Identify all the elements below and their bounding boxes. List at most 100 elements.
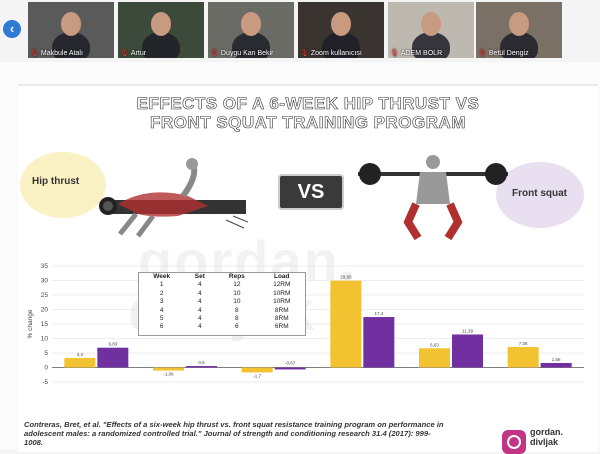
chart-bar <box>540 362 572 368</box>
muted-mic-icon: 🎙 <box>300 50 309 57</box>
participant-video <box>232 32 270 58</box>
chart-bar <box>507 347 539 368</box>
participant-tile[interactable]: 🎙 Zoom kullanıcısı <box>298 2 384 58</box>
y-tick-label: 20 <box>41 307 49 314</box>
instagram-handle: gordan. divljak <box>530 427 563 447</box>
chart-bar <box>64 357 96 368</box>
muted-mic-icon: 🎙 <box>120 50 129 57</box>
table-cell: 10RM <box>273 289 291 297</box>
table-cell: 4 <box>198 315 202 323</box>
table-cell: 4 <box>198 323 202 331</box>
table-cell: 1 <box>159 281 164 289</box>
table-header: Week <box>153 273 171 280</box>
participant-face <box>241 12 261 36</box>
y-tick-label: 25 <box>41 292 49 299</box>
participant-name: 🎙 Zoom kullanıcısı <box>300 50 362 57</box>
y-tick-label: -5 <box>42 379 48 386</box>
participant-video <box>412 32 450 58</box>
data-label: -1,7 <box>253 373 261 378</box>
table-row: 1 4 12 12RM <box>139 281 305 289</box>
citation: Contreras, Bret, et al. "Effects of a si… <box>24 420 444 447</box>
participant-video <box>142 32 180 58</box>
data-label: -0,67 <box>285 361 296 366</box>
participant-tile[interactable]: 🎙 Artur <box>118 2 204 58</box>
participant-video <box>52 32 90 58</box>
table-row: 2 4 10 10RM <box>139 290 305 298</box>
table-cell: 6RM <box>274 323 289 331</box>
chart-bar <box>330 280 362 368</box>
table-cell: 10RM <box>273 298 291 306</box>
table-cell: 5 <box>159 315 164 323</box>
participant-video <box>500 32 538 58</box>
chart-bar <box>97 347 129 368</box>
data-label: 29,95 <box>340 275 352 280</box>
muted-mic-icon: 🎙 <box>478 50 487 57</box>
table-cell: 12 <box>233 281 241 289</box>
data-label: 1,56 <box>552 357 561 362</box>
muted-mic-icon: 🎙 <box>390 50 399 57</box>
y-tick-label: 0 <box>44 365 48 372</box>
data-label: 17,4 <box>374 311 383 316</box>
hip-thrust-label: Hip thrust <box>32 176 80 187</box>
data-label: 7,06 <box>519 341 528 346</box>
participant-face <box>61 12 81 36</box>
table-row: 4 4 8 8RM <box>139 307 305 315</box>
participant-tile[interactable]: 🎙 Makbule Atalı <box>28 2 114 58</box>
chart-bar <box>274 367 306 370</box>
participant-face <box>151 12 171 36</box>
data-label: -1,06 <box>163 372 174 377</box>
hip-thrust-illustration <box>99 158 248 238</box>
table-row: 3 4 10 10RM <box>139 298 305 306</box>
data-label: 3,3 <box>77 352 84 357</box>
table-cell: 6 <box>235 323 239 331</box>
chart-bar <box>241 367 273 373</box>
chart-bar <box>363 317 395 368</box>
shared-screen: EFFECTS OF A 6-WEEK HIP THRUST VS FRONT … <box>0 62 600 454</box>
table-row: 6 4 6 6RM <box>139 323 305 331</box>
previous-page-icon[interactable]: ‹ <box>3 20 21 38</box>
table-cell: 8RM <box>274 315 289 323</box>
participant-face <box>421 12 441 36</box>
y-tick-label: 15 <box>41 321 49 328</box>
data-label: 6,63 <box>430 342 439 347</box>
table-cell: 6 <box>159 323 164 331</box>
y-tick-label: 5 <box>44 350 48 357</box>
muted-mic-icon: 🎙 <box>210 50 219 57</box>
table-cell: 10 <box>233 298 241 306</box>
vs-badge: VS <box>278 174 344 210</box>
table-header: Set <box>194 273 205 280</box>
participant-tile[interactable]: 🎙 Betül Dengiz <box>476 2 562 58</box>
chart-bar <box>419 348 450 368</box>
y-tick-label: 10 <box>41 336 49 343</box>
participant-video <box>322 32 360 58</box>
chart-bar <box>452 334 483 368</box>
participant-face <box>509 12 529 36</box>
front-squat-label: Front squat <box>512 188 567 199</box>
table-cell: 4 <box>159 306 164 314</box>
y-axis-label: % change <box>27 309 34 338</box>
participant-name: 🎙 Makbule Atalı <box>30 50 83 57</box>
table-cell: 4 <box>198 298 202 306</box>
data-label: 6,83 <box>108 342 117 347</box>
y-tick-label: 30 <box>41 278 49 285</box>
table-header: Load <box>273 273 290 280</box>
table-cell: 4 <box>198 289 202 297</box>
muted-mic-icon: 🎙 <box>30 50 39 57</box>
hip-thrust-bubble: Hip thrust <box>20 152 106 218</box>
table-cell: 2 <box>159 289 164 297</box>
table-cell: 4 <box>198 281 202 289</box>
program-table: Week Set Reps Load 1 4 12 12RM 2 4 10 10RM 3 4 10 10RM… <box>138 272 306 336</box>
participant-tile[interactable]: 🎙 Duygu Kan Bekir <box>208 2 294 58</box>
participant-name: 🎙 Betül Dengiz <box>478 50 529 57</box>
front-squat-bubble: Front squat <box>496 162 584 228</box>
table-cell: 8 <box>235 315 239 323</box>
participant-name: 🎙 ADEM BOLR <box>390 50 443 57</box>
participant-tile[interactable]: 🎙 ADEM BOLR <box>388 2 474 58</box>
table-cell: 8 <box>235 306 239 314</box>
slide: EFFECTS OF A 6-WEEK HIP THRUST VS FRONT … <box>18 84 598 454</box>
table-cell: 10 <box>233 289 241 297</box>
chart-bar <box>153 367 184 371</box>
data-label: 0,5 <box>198 360 205 365</box>
participant-bar: ‹ 🎙 Makbule Atalı 🎙 Artur 🎙 Duygu Kan Bekir 🎙 Z… <box>0 0 600 62</box>
